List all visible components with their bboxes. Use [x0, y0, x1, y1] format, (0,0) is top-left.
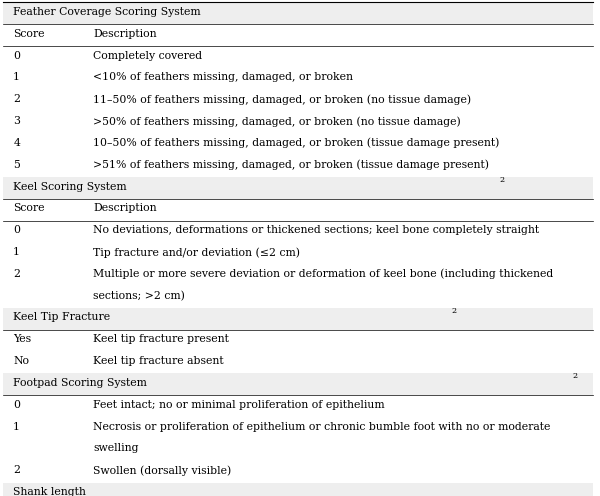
Text: Feet intact; no or minimal proliferation of epithelium: Feet intact; no or minimal proliferation…	[93, 400, 385, 410]
Text: Yes: Yes	[13, 334, 31, 344]
Text: 2: 2	[13, 465, 20, 475]
Text: swelling: swelling	[93, 443, 139, 453]
Text: Completely covered: Completely covered	[93, 51, 202, 61]
Text: >51% of feathers missing, damaged, or broken (tissue damage present): >51% of feathers missing, damaged, or br…	[93, 160, 489, 170]
Text: Description: Description	[93, 203, 157, 213]
Text: <10% of feathers missing, damaged, or broken: <10% of feathers missing, damaged, or br…	[93, 72, 353, 82]
Text: 2: 2	[573, 372, 578, 380]
Text: 1: 1	[13, 247, 20, 257]
FancyBboxPatch shape	[3, 483, 593, 496]
FancyBboxPatch shape	[3, 308, 593, 330]
Text: Keel tip fracture absent: Keel tip fracture absent	[93, 356, 224, 366]
Text: Score: Score	[13, 29, 45, 39]
Text: Multiple or more severe deviation or deformation of keel bone (including thicken: Multiple or more severe deviation or def…	[93, 269, 553, 279]
Text: Feather Coverage Scoring System: Feather Coverage Scoring System	[13, 7, 205, 17]
Text: No deviations, deformations or thickened sections; keel bone completely straight: No deviations, deformations or thickened…	[93, 225, 539, 235]
Text: Footpad Scoring System: Footpad Scoring System	[13, 378, 151, 388]
Text: Swollen (dorsally visible): Swollen (dorsally visible)	[93, 465, 231, 476]
Text: 2: 2	[500, 176, 505, 184]
Text: Score: Score	[13, 203, 45, 213]
Text: 3: 3	[13, 116, 20, 126]
Text: No: No	[13, 356, 29, 366]
Text: 0: 0	[13, 51, 20, 61]
Text: Shank length: Shank length	[13, 487, 86, 496]
Text: Description: Description	[93, 29, 157, 39]
Text: 2: 2	[451, 307, 457, 314]
FancyBboxPatch shape	[3, 177, 593, 199]
Text: Tip fracture and/or deviation (≤2 cm): Tip fracture and/or deviation (≤2 cm)	[93, 247, 300, 257]
FancyBboxPatch shape	[3, 2, 593, 24]
Text: sections; >2 cm): sections; >2 cm)	[93, 291, 185, 301]
Text: 0: 0	[13, 225, 20, 235]
Text: 10–50% of feathers missing, damaged, or broken (tissue damage present): 10–50% of feathers missing, damaged, or …	[93, 138, 499, 148]
Text: 11–50% of feathers missing, damaged, or broken (no tissue damage): 11–50% of feathers missing, damaged, or …	[93, 94, 471, 105]
Text: 2: 2	[13, 94, 20, 104]
Text: 5: 5	[13, 160, 20, 170]
Text: 2: 2	[13, 269, 20, 279]
Text: 0: 0	[13, 400, 20, 410]
Text: >50% of feathers missing, damaged, or broken (no tissue damage): >50% of feathers missing, damaged, or br…	[93, 116, 461, 126]
Text: Necrosis or proliferation of epithelium or chronic bumble foot with no or modera: Necrosis or proliferation of epithelium …	[93, 422, 550, 432]
Text: Keel Tip Fracture: Keel Tip Fracture	[13, 312, 114, 322]
Text: Keel Scoring System: Keel Scoring System	[13, 182, 130, 191]
Text: 1: 1	[13, 72, 20, 82]
Text: 1: 1	[13, 422, 20, 432]
Text: 4: 4	[13, 138, 20, 148]
FancyBboxPatch shape	[3, 373, 593, 395]
Text: Keel tip fracture present: Keel tip fracture present	[93, 334, 229, 344]
